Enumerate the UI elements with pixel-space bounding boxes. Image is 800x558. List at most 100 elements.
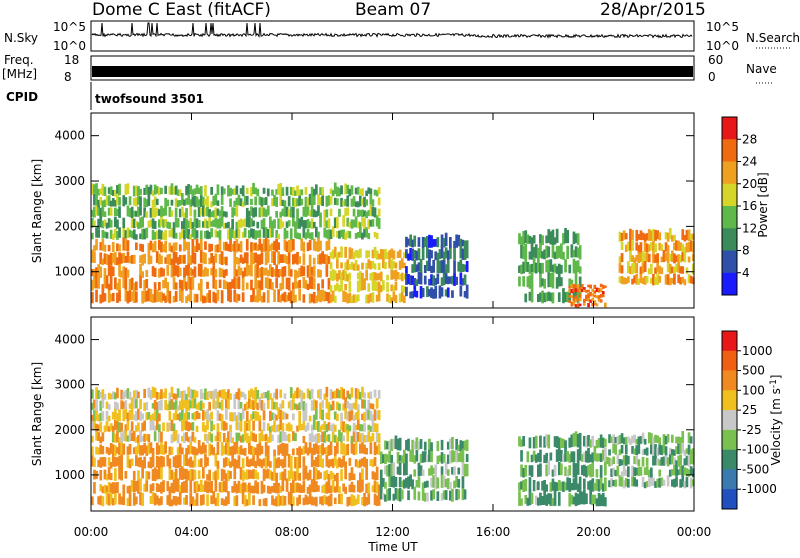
velocity-cell: [350, 440, 354, 454]
velocity-cell: [164, 399, 167, 411]
velocity-cell: [671, 479, 674, 487]
power-cell: [208, 257, 211, 265]
velocity-colorbar-tick-label: -25: [742, 423, 762, 437]
velocity-cell: [189, 493, 193, 507]
power-cell: [344, 207, 347, 217]
velocity-cell: [449, 490, 452, 501]
power-cell: [312, 291, 316, 304]
velocity-cell: [248, 390, 251, 399]
power-cell: [218, 239, 222, 253]
power-cell: [382, 258, 385, 269]
power-cell: [421, 288, 425, 297]
power-cell: [306, 197, 310, 207]
velocity-cell: [99, 484, 103, 492]
power-cell: [572, 287, 576, 293]
power-cell: [639, 242, 643, 253]
velocity-cell: [444, 462, 448, 475]
power-cell: [691, 233, 695, 240]
power-cell: [176, 189, 180, 196]
power-cell: [256, 244, 260, 251]
velocity-cell: [359, 391, 362, 400]
power-cell: [227, 243, 230, 252]
power-cell: [428, 258, 431, 272]
velocity-cell: [189, 441, 193, 454]
velocity-cell: [126, 497, 130, 507]
power-cell: [95, 267, 98, 278]
velocity-cell: [321, 458, 324, 468]
velocity-cell: [118, 455, 121, 468]
power-cell: [375, 232, 379, 240]
power-cell: [394, 262, 398, 269]
power-cell: [442, 238, 446, 248]
power-cell: [664, 252, 668, 261]
power-cell: [95, 227, 98, 238]
power-cell: [116, 282, 119, 291]
velocity-cell: [243, 403, 247, 411]
power-cell: [124, 238, 128, 251]
velocity-cell: [658, 459, 662, 466]
velocity-cell: [185, 447, 188, 456]
velocity-cell: [662, 479, 666, 486]
velocity-cell: [327, 401, 331, 410]
velocity-cell: [547, 460, 551, 475]
velocity-cell: [271, 412, 274, 420]
velocity-cell: [304, 442, 308, 454]
velocity-colorbar-tick-label: -1000: [742, 482, 777, 496]
velocity-cell: [178, 412, 182, 422]
velocity-cell: [635, 445, 639, 456]
power-cell: [329, 208, 333, 217]
power-cell: [319, 216, 322, 228]
velocity-cell: [114, 392, 117, 400]
velocity-cell: [310, 388, 314, 399]
velocity-cell: [641, 476, 645, 487]
power-cell: [145, 269, 149, 278]
power-cell: [315, 241, 318, 252]
velocity-cell: [264, 454, 268, 469]
velocity-cell: [135, 425, 138, 432]
velocity-cell: [264, 469, 268, 479]
power-cell: [248, 216, 251, 228]
velocity-cell: [168, 400, 172, 411]
power-cell: [294, 253, 297, 264]
velocity-cell: [564, 482, 567, 491]
velocity-cell: [178, 443, 182, 454]
power-cell: [369, 219, 373, 227]
power-cell: [225, 269, 228, 276]
velocity-cell: [327, 459, 331, 468]
velocity-cell: [444, 490, 448, 500]
power-cell: [266, 188, 270, 197]
velocity-cell: [679, 465, 682, 475]
velocity-cell: [321, 485, 324, 493]
velocity-cell: [126, 412, 130, 422]
velocity-cell: [225, 496, 228, 506]
power-cell: [338, 230, 341, 239]
velocity-cell: [327, 474, 331, 481]
velocity-cell: [231, 412, 234, 422]
velocity-cell: [287, 401, 291, 409]
velocity-cell: [616, 465, 620, 477]
velocity-cell: [151, 386, 155, 398]
velocity-cell: [390, 454, 394, 464]
velocity-cell: [122, 401, 126, 409]
velocity-cell: [116, 420, 119, 431]
power-cell: [292, 289, 295, 303]
velocity-cell: [635, 455, 639, 465]
power-cell: [162, 280, 165, 289]
power-cell: [319, 187, 322, 195]
power-cell: [685, 229, 689, 241]
power-cell: [145, 184, 149, 195]
velocity-cell: [361, 468, 364, 480]
velocity-cell: [333, 445, 337, 456]
power-cell: [373, 207, 377, 218]
power-cell: [331, 269, 335, 281]
power-cell: [197, 187, 201, 195]
power-cell: [348, 280, 352, 293]
velocity-cell: [222, 499, 226, 506]
velocity-cell: [549, 493, 553, 506]
power-cell: [371, 292, 375, 303]
time-tick-label: 20:00: [576, 525, 611, 539]
power-cell: [216, 208, 220, 216]
power-cell: [323, 290, 327, 302]
power-cell: [593, 294, 597, 298]
power-cell: [97, 277, 100, 289]
